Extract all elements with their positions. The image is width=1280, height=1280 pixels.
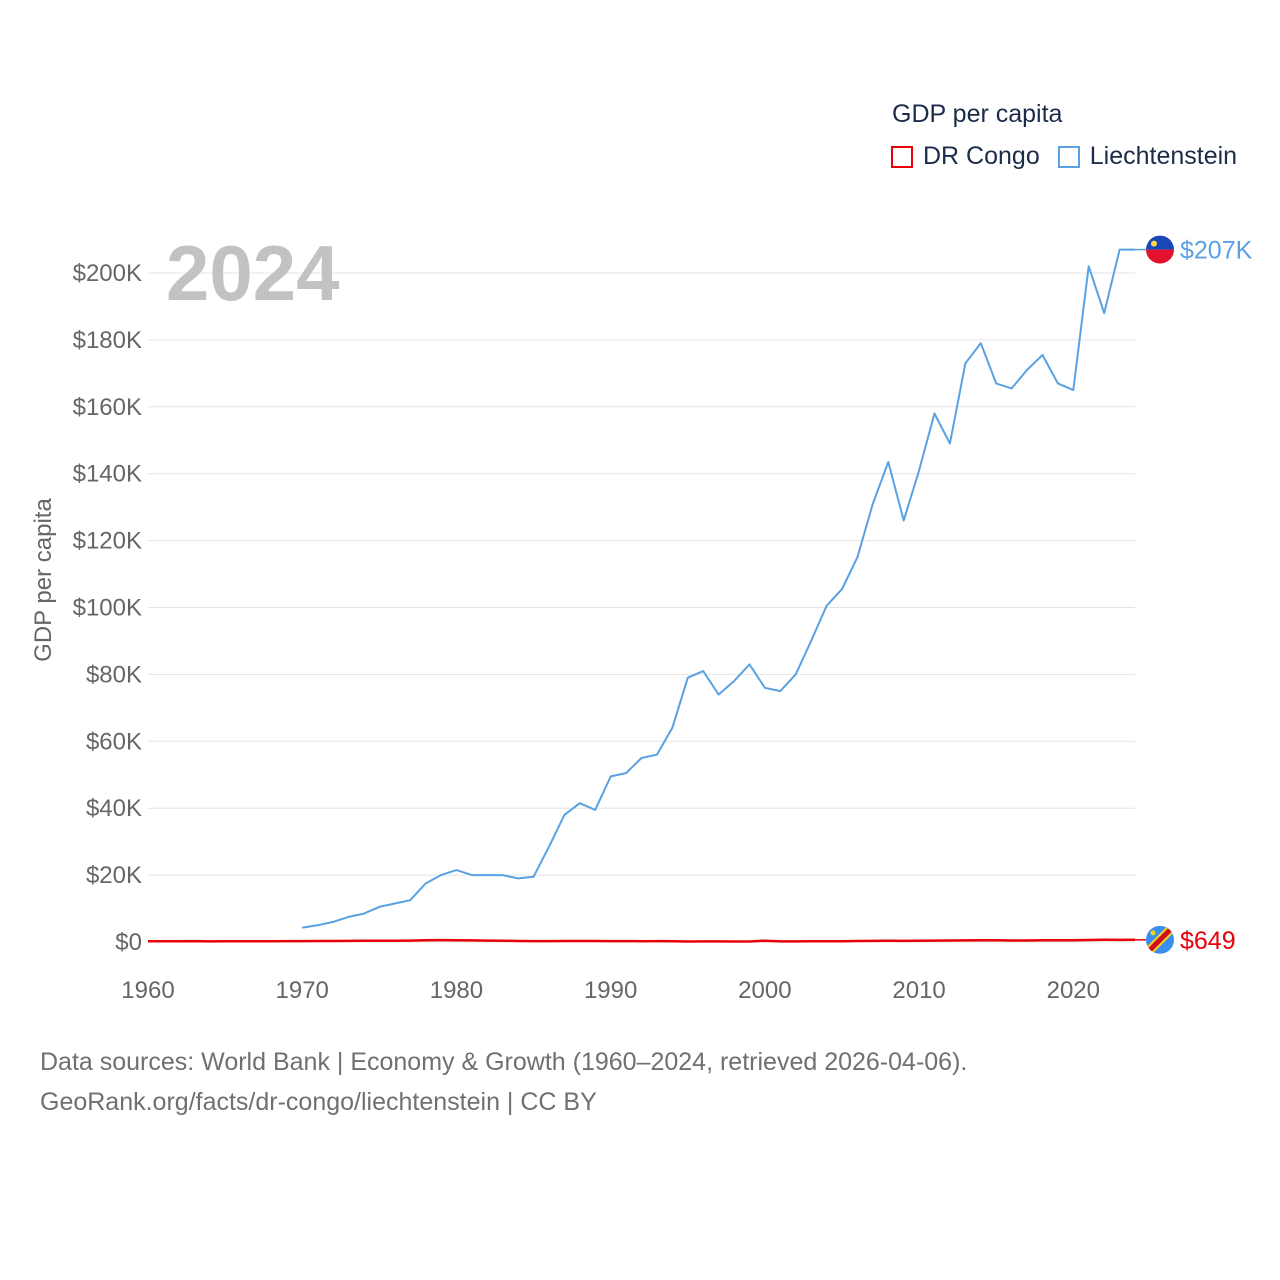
end-value-label: $207K [1180,237,1253,265]
y-tick-label: $40K [86,795,142,822]
legend-title: GDP per capita [892,100,1063,128]
y-tick-label: $200K [73,260,142,287]
legend-item-liechtenstein[interactable]: Liechtenstein [1057,142,1238,171]
footer-link[interactable]: GeoRank.org/facts/dr-congo/liechtenstein… [40,1088,597,1116]
x-tick-label: 2000 [738,977,791,1004]
legend-swatch-liechtenstein [1057,145,1080,168]
series-lines [148,248,1136,943]
y-axis-ticks: $0 $20K $40K $60K $80K $100K $120K $140K $160K $1… [73,260,142,956]
footer: Data sources: World Bank | Economy & Gro… [40,1042,967,1122]
x-tick-label: 2020 [1047,977,1100,1004]
x-axis-ticks: 1960 1970 1980 1990 2000 2010 2020 [121,977,1100,1004]
y-tick-label: $120K [73,528,142,555]
y-tick-label: $180K [73,327,142,354]
dr-congo-flag-icon [1146,925,1174,954]
end-value-label: $649 [1180,927,1236,955]
y-tick-label: $20K [86,862,142,889]
legend-label-liechtenstein: Liechtenstein [1089,142,1238,170]
end-markers: $649 $207K [1135,235,1253,955]
y-tick-label: $140K [73,461,142,488]
footer-sources: Data sources: World Bank | Economy & Gro… [40,1048,968,1076]
series-line-liechtenstein[interactable] [302,248,1135,929]
x-tick-label: 1990 [584,977,637,1004]
year-label: 2024 [166,229,340,317]
y-tick-label: $160K [73,394,142,421]
y-tick-label: $100K [73,595,142,622]
x-tick-label: 1970 [276,977,329,1004]
x-tick-label: 1960 [121,977,174,1004]
x-tick-label: 1980 [430,977,483,1004]
legend: DR Congo Liechtenstein [891,142,1255,171]
gridlines [148,272,1135,943]
y-tick-label: $80K [86,661,142,688]
liechtenstein-flag-icon [1146,235,1174,264]
series-line-dr-congo[interactable] [148,938,1136,943]
y-tick-label: $60K [86,728,142,755]
y-axis-label: GDP per capita [30,498,57,662]
legend-swatch-dr-congo [891,145,913,168]
x-tick-label: 2010 [892,977,945,1004]
y-tick-label: $0 [115,929,142,956]
legend-item-dr-congo[interactable]: DR Congo [891,142,1040,171]
legend-label-dr-congo: DR Congo [923,142,1040,170]
